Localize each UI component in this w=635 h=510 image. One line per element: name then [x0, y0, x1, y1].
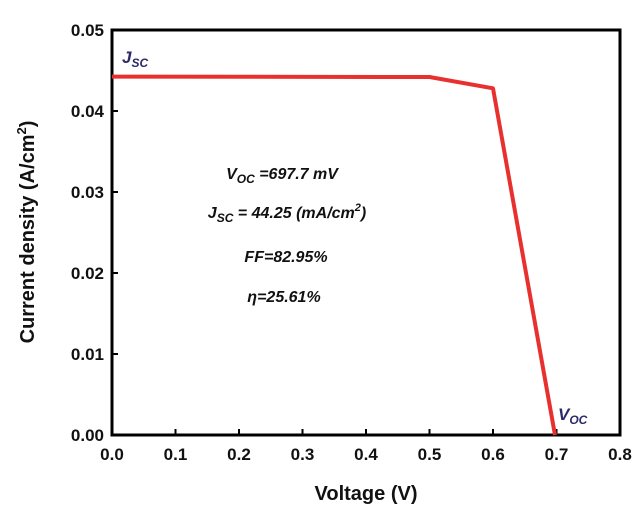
x-tick-label: 0.1: [164, 445, 188, 464]
y-axis-title-main: Current density (A/cm: [17, 134, 39, 343]
jsc-annotation-value: = 44.25 (mA/cm: [233, 205, 354, 222]
x-tick-label: 0.7: [545, 445, 569, 464]
y-tick-label: 0.00: [71, 426, 104, 445]
y-axis-title-superscript: 2: [14, 127, 29, 134]
ff-annotation: FF=82.95%: [244, 249, 327, 266]
jsc-annotation-main: J: [208, 205, 218, 222]
voc-curve-label: VOC: [558, 405, 588, 427]
voc-curve-label-subscript: OC: [569, 413, 587, 427]
x-tick-label: 0.5: [418, 445, 442, 464]
y-tick-label: 0.04: [71, 102, 105, 121]
y-axis-title: Current density (A/cm2): [14, 121, 39, 344]
jsc-curve-label-subscript: SC: [131, 56, 148, 70]
jsc-curve-label: JSC: [122, 48, 148, 70]
x-tick-label: 0.3: [291, 445, 315, 464]
jsc-curve-label-main: J: [122, 48, 132, 67]
jsc-annotation: JSC = 44.25 (mA/cm2): [208, 202, 366, 225]
voc-curve-label-main: V: [558, 405, 571, 424]
x-tick-label: 0.8: [608, 445, 632, 464]
x-tick-label: 0.6: [481, 445, 505, 464]
y-tick-label: 0.01: [71, 345, 104, 364]
jsc-annotation-end: ): [359, 205, 366, 222]
x-tick-label: 0.2: [227, 445, 251, 464]
x-tick-label: 0.4: [354, 445, 378, 464]
x-tick-label: 0.0: [100, 445, 124, 464]
jv-curve-line: [111, 74, 557, 436]
y-axis-ticks: 0.00 0.01 0.02 0.03 0.04 0.05: [71, 21, 118, 445]
voc-annotation-subscript: OC: [237, 172, 255, 186]
x-axis-ticks: 0.0 0.1 0.2 0.3 0.4 0.5 0.6 0.7 0.8: [100, 429, 632, 464]
voc-annotation-value: =697.7 mV: [255, 166, 340, 183]
y-axis-title-end: ): [17, 121, 39, 128]
efficiency-annotation: η=25.61%: [247, 289, 320, 306]
y-tick-label: 0.03: [71, 183, 104, 202]
y-tick-label: 0.05: [71, 21, 104, 40]
x-axis-title: Voltage (V): [315, 483, 418, 505]
jsc-annotation-superscript: 2: [354, 202, 361, 214]
y-tick-label: 0.02: [71, 264, 104, 283]
voc-annotation-main: V: [226, 166, 238, 183]
jsc-annotation-subscript: SC: [217, 211, 234, 225]
series-layer: [111, 74, 557, 436]
voc-annotation: VOC =697.7 mV: [226, 166, 339, 186]
